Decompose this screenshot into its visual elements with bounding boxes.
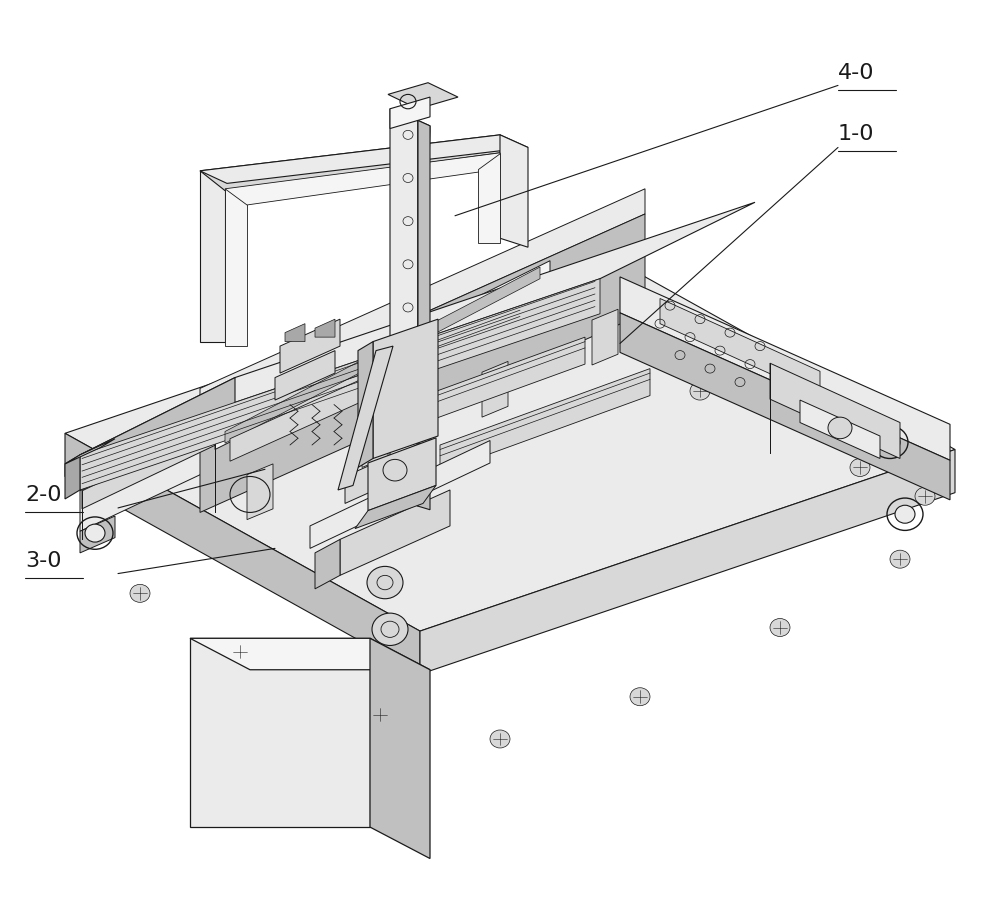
Circle shape bbox=[383, 459, 407, 481]
Circle shape bbox=[690, 382, 710, 400]
Polygon shape bbox=[660, 298, 820, 396]
Polygon shape bbox=[215, 261, 550, 450]
Circle shape bbox=[850, 458, 870, 476]
Text: 2-0: 2-0 bbox=[25, 485, 62, 505]
Polygon shape bbox=[500, 135, 528, 247]
Circle shape bbox=[770, 619, 790, 636]
Polygon shape bbox=[65, 252, 955, 631]
Circle shape bbox=[130, 584, 150, 602]
Circle shape bbox=[890, 550, 910, 568]
Circle shape bbox=[915, 487, 935, 505]
Polygon shape bbox=[80, 516, 115, 553]
Polygon shape bbox=[358, 342, 373, 467]
Polygon shape bbox=[338, 346, 393, 490]
Polygon shape bbox=[390, 97, 430, 129]
Text: 4-0: 4-0 bbox=[838, 63, 874, 83]
Polygon shape bbox=[368, 438, 436, 511]
Circle shape bbox=[880, 433, 900, 451]
Polygon shape bbox=[65, 433, 420, 674]
Circle shape bbox=[630, 688, 650, 706]
Circle shape bbox=[135, 445, 155, 463]
Polygon shape bbox=[280, 319, 340, 373]
Polygon shape bbox=[310, 441, 490, 548]
Polygon shape bbox=[478, 153, 500, 243]
Polygon shape bbox=[370, 638, 430, 859]
Circle shape bbox=[250, 406, 270, 424]
Circle shape bbox=[828, 417, 852, 439]
Polygon shape bbox=[770, 363, 900, 458]
Polygon shape bbox=[285, 324, 305, 342]
Circle shape bbox=[230, 643, 250, 661]
Polygon shape bbox=[310, 306, 520, 409]
Polygon shape bbox=[370, 443, 420, 501]
Circle shape bbox=[85, 524, 105, 542]
Polygon shape bbox=[388, 83, 458, 109]
Circle shape bbox=[367, 566, 403, 599]
Polygon shape bbox=[80, 378, 235, 490]
Polygon shape bbox=[390, 109, 418, 506]
Polygon shape bbox=[373, 319, 438, 458]
Polygon shape bbox=[190, 638, 370, 827]
Polygon shape bbox=[592, 309, 618, 365]
Polygon shape bbox=[340, 490, 450, 575]
Polygon shape bbox=[620, 313, 950, 500]
Polygon shape bbox=[225, 189, 247, 346]
Polygon shape bbox=[620, 277, 950, 460]
Polygon shape bbox=[80, 202, 755, 455]
Circle shape bbox=[370, 706, 390, 724]
Polygon shape bbox=[418, 120, 430, 506]
Polygon shape bbox=[65, 439, 115, 464]
Circle shape bbox=[372, 613, 408, 645]
Polygon shape bbox=[200, 171, 225, 342]
Polygon shape bbox=[440, 369, 650, 472]
Polygon shape bbox=[375, 337, 585, 441]
Polygon shape bbox=[200, 135, 500, 191]
Polygon shape bbox=[247, 464, 273, 520]
Polygon shape bbox=[80, 423, 225, 531]
Polygon shape bbox=[345, 441, 425, 503]
Polygon shape bbox=[482, 361, 508, 417]
Polygon shape bbox=[418, 120, 430, 510]
Polygon shape bbox=[225, 153, 500, 205]
Polygon shape bbox=[420, 450, 955, 674]
Polygon shape bbox=[190, 638, 430, 670]
Polygon shape bbox=[200, 135, 528, 183]
Circle shape bbox=[895, 505, 915, 523]
Polygon shape bbox=[315, 319, 335, 337]
Polygon shape bbox=[65, 455, 80, 499]
Polygon shape bbox=[230, 364, 395, 461]
Polygon shape bbox=[800, 400, 880, 458]
Polygon shape bbox=[275, 351, 335, 400]
Polygon shape bbox=[82, 423, 225, 509]
Polygon shape bbox=[80, 279, 600, 490]
Polygon shape bbox=[200, 189, 645, 414]
Text: 1-0: 1-0 bbox=[838, 124, 874, 144]
Polygon shape bbox=[200, 214, 645, 512]
Polygon shape bbox=[362, 412, 388, 467]
Circle shape bbox=[490, 730, 510, 748]
Polygon shape bbox=[315, 539, 340, 589]
Polygon shape bbox=[225, 267, 540, 443]
Polygon shape bbox=[355, 485, 436, 529]
Text: 3-0: 3-0 bbox=[25, 551, 62, 571]
